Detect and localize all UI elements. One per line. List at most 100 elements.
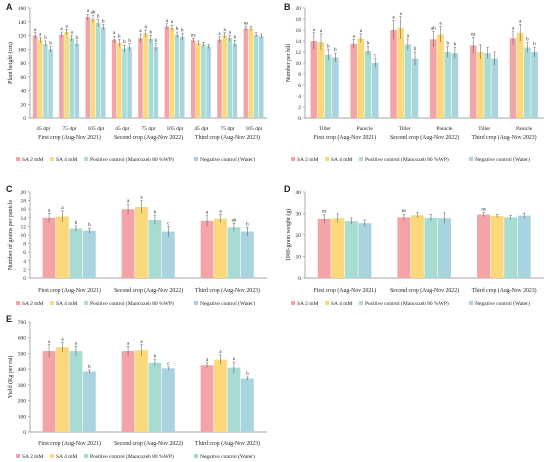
bar (222, 35, 227, 118)
significance-letter: ns (322, 210, 327, 215)
significance-letter: b (181, 28, 184, 33)
legend-label: SA 2 mM (22, 454, 44, 460)
x-subcategory-label: 105 dpt (167, 126, 184, 132)
bar (364, 50, 372, 118)
x-group-label: Second crop (Aug-Nov 2022) (390, 287, 459, 294)
significance-letter: b (446, 42, 449, 47)
legend-swatch (16, 301, 20, 305)
panel-c: C 0 2 4 6 8 10 12 14 16 18 20 Number of grains per p… (6, 184, 267, 307)
y-tick-label: 500 (18, 351, 27, 357)
significance-letter: a (75, 341, 78, 346)
significance-letter: b (246, 222, 249, 227)
bar (444, 52, 451, 118)
significance-letter: a (233, 357, 236, 362)
bar (477, 52, 484, 118)
y-tick-label: 18 (296, 17, 302, 23)
bar (164, 26, 170, 118)
significance-letter: a (229, 31, 232, 36)
legend-label: Positive control (Mancozeb 80 %WP) (90, 453, 174, 460)
bar (477, 214, 491, 278)
bar (350, 43, 357, 118)
bar (121, 209, 135, 278)
significance-letter: a (127, 199, 130, 204)
y-tick-label: 2 (23, 267, 26, 273)
y-tick-label: 10 (21, 233, 27, 239)
legend-swatch (16, 157, 20, 161)
y-tick-label: 700 (18, 320, 27, 326)
significance-letter: a (171, 20, 174, 25)
significance-letter: a (113, 31, 116, 36)
x-subcategory-label: 105 dpt (246, 126, 263, 132)
significance-letter: b (75, 221, 78, 226)
significance-letter: b (327, 44, 330, 49)
significance-letter: a (127, 341, 130, 346)
legend-swatch (50, 454, 54, 458)
bar (69, 351, 83, 432)
significance-letter: a (66, 24, 69, 29)
legend: SA 2 mM SA 4 mM Positive control (Mancozeb… (291, 300, 530, 307)
significance-letter: a (206, 358, 209, 363)
y-tick-label: 12 (21, 224, 27, 230)
bar (161, 231, 175, 278)
panel-letter: B (284, 2, 291, 12)
bar (48, 49, 53, 118)
bar (82, 371, 96, 432)
y-axis-label: 1000-grain weight (g) (285, 209, 292, 262)
significance-letter: a (353, 34, 356, 39)
legend-swatch (16, 454, 20, 458)
bar (411, 58, 419, 118)
legend-label: SA 2 mM (297, 157, 319, 163)
legend-label: SA 2 mM (22, 157, 44, 163)
bar (240, 378, 254, 432)
x-subcategory-label: 75 dpt (221, 126, 235, 132)
significance-letter: ab (91, 11, 96, 16)
significance-letter: a (145, 25, 148, 30)
bar (358, 223, 372, 278)
significance-letter: ab (232, 218, 237, 223)
legend: SA 2 mM SA 4 mM Positive control (Mancozeb… (16, 300, 255, 307)
significance-letter: b (88, 223, 91, 228)
y-tick-label: 6 (298, 83, 301, 89)
bar (430, 39, 437, 118)
bar (243, 28, 249, 118)
x-subcategory-label: Panicle (516, 126, 533, 132)
significance-letter: b (155, 39, 158, 44)
y-tick-label: 120 (18, 34, 27, 40)
legend-label: SA 4 mM (56, 454, 78, 460)
significance-letter: b (88, 365, 91, 370)
significance-letter: b (334, 48, 337, 53)
legend-swatch (50, 157, 54, 161)
bar (404, 44, 412, 118)
bar (143, 33, 148, 118)
significance-letter: a (206, 211, 209, 216)
bar (344, 221, 358, 278)
significance-letter: b (526, 38, 529, 43)
bar (227, 227, 241, 278)
significance-letter: b (49, 42, 52, 47)
legend-label: SA 4 mM (331, 157, 353, 163)
bar (390, 30, 397, 118)
legend-swatch (50, 301, 54, 305)
significance-letter: a (519, 20, 522, 25)
bar (148, 362, 162, 432)
legend-swatch (469, 157, 473, 161)
significance-letter: b (154, 355, 157, 360)
significance-letter: a (87, 9, 90, 14)
significance-letter: ab (431, 27, 436, 32)
legend-label: SA 2 mM (22, 301, 44, 307)
y-axis-label: Number per hill (286, 44, 292, 83)
significance-letter: b (118, 35, 121, 40)
bar (117, 43, 122, 118)
significance-letter: a (61, 337, 64, 342)
legend-label: SA 4 mM (56, 157, 78, 163)
bar (121, 351, 135, 432)
x-group-label: Second crop (Aug-Nov 2022) (390, 134, 459, 141)
legend-swatch (359, 301, 363, 305)
y-tick-label: 80 (21, 61, 27, 67)
significance-letter: a (140, 196, 143, 201)
legend-label: Negative control (Water) (475, 300, 530, 307)
legend-label: Negative control (Water) (200, 156, 255, 163)
significance-letter: b (246, 372, 249, 377)
legend: SA 2 mM SA 4 mM Positive control (Mancozeb… (291, 156, 530, 163)
bar (174, 34, 180, 118)
